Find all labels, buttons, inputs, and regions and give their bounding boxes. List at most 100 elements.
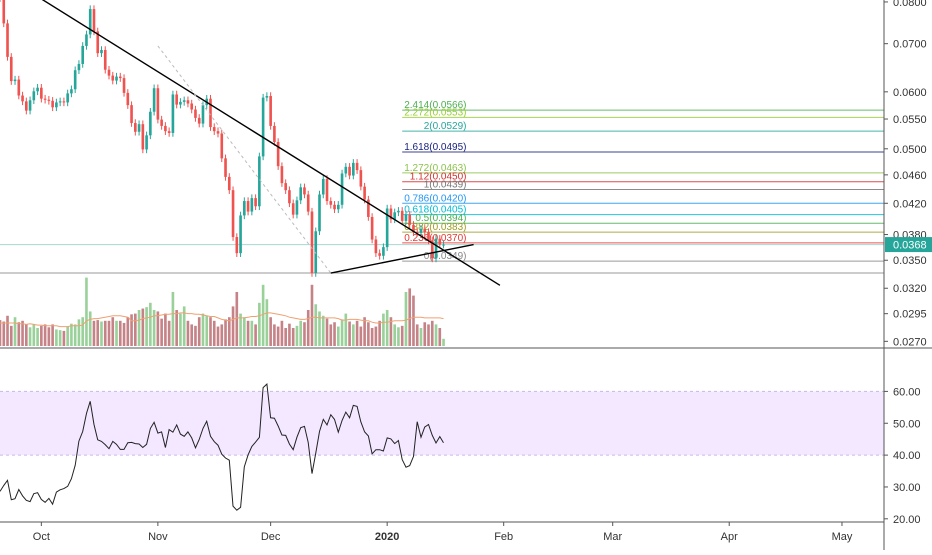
candle-body: [107, 69, 111, 76]
volume-bar: [194, 325, 197, 346]
fib-level-label: 2(0.0529): [424, 121, 467, 132]
volume-bar: [216, 326, 220, 346]
candle-body: [434, 238, 438, 259]
fib-level-label: 1.12(0.0450): [410, 172, 467, 183]
volume-bar: [438, 328, 442, 346]
volume-bar: [40, 325, 43, 346]
candle-body: [288, 190, 291, 204]
candle-body: [160, 119, 163, 126]
volume-bar: [13, 317, 17, 346]
last-price-label: 0.0368: [893, 240, 927, 252]
time-axis-tick-label: 2020: [375, 531, 399, 543]
candle-body: [250, 198, 254, 212]
price-axis-tick-label: 0.0420: [893, 198, 927, 210]
volume-bar: [88, 311, 92, 346]
volume-bar: [156, 311, 160, 346]
trendline[interactable]: [34, 0, 501, 286]
candle-body: [209, 98, 212, 128]
volume-bar: [81, 317, 85, 346]
volume-bar: [254, 324, 257, 346]
volume-bar: [179, 313, 182, 346]
trendlines[interactable]: [34, 0, 501, 286]
volume-bar: [220, 324, 224, 346]
volume-bar: [209, 317, 212, 346]
candle-body: [175, 94, 178, 105]
volume-bar: [258, 302, 261, 346]
volume-bar: [423, 322, 427, 346]
volume-bar: [21, 320, 24, 346]
volume-bar: [126, 317, 130, 346]
volume-bar: [28, 327, 32, 346]
candles: [0, 0, 445, 277]
fib-level-label: 1(0.0439): [424, 179, 467, 190]
trendline[interactable]: [330, 243, 474, 274]
volume-bar: [404, 292, 408, 346]
volume-bar: [73, 324, 77, 346]
volume-bar: [227, 317, 231, 346]
volume-bar: [336, 326, 340, 346]
volume-bar: [70, 323, 73, 346]
volume-bars: [0, 277, 445, 346]
volume-bar: [186, 320, 190, 346]
candle-body: [190, 103, 194, 110]
fib-level-label: 0.5(0.0394): [415, 213, 466, 224]
volume-bar: [231, 306, 235, 346]
volume-ma-path: [0, 312, 444, 328]
volume-bar: [329, 324, 333, 346]
volume-bar: [333, 322, 336, 346]
axes: 0.0800 0.0700 0.0600 0.0550 0.0500 0.0460 0.04…: [33, 0, 932, 543]
fib-extension-tool[interactable]: 2.414(0.0566)2.272(0.0553) 2(0.0529) 1.618…: [402, 100, 884, 262]
candle-body: [336, 204, 340, 210]
volume-bar: [250, 320, 254, 346]
volume-bar: [276, 326, 280, 346]
volume-bar: [412, 295, 415, 346]
time-axis-tick-label: Mar: [603, 531, 622, 543]
candle-body: [269, 96, 272, 126]
volume-bar: [374, 326, 378, 346]
candle-body: [227, 176, 231, 191]
volume-bar: [299, 320, 303, 346]
fib-level-label: 2.414(0.0566): [404, 100, 466, 111]
candle-body: [352, 162, 355, 176]
volume-bar: [85, 277, 88, 346]
candle-body: [333, 204, 336, 210]
candle-body: [318, 194, 321, 232]
candle-body: [55, 102, 58, 108]
candle-body: [164, 125, 167, 132]
volume-bar: [137, 310, 141, 346]
volume-bar: [318, 311, 321, 346]
horizontal-lines: [0, 244, 884, 274]
volume-bar: [92, 320, 96, 346]
candle-body: [141, 124, 145, 150]
time-axis-tick-label: Oct: [33, 531, 50, 543]
candle-body: [231, 190, 235, 238]
volume-bar: [303, 322, 306, 346]
volume-bar: [239, 313, 242, 346]
candle-body: [36, 87, 39, 92]
volume-bar: [355, 320, 359, 346]
volume-bar: [340, 319, 344, 346]
candle-body: [423, 228, 427, 233]
volume-ma-line: [0, 312, 444, 328]
rsi-axis-tick-label: 60.00: [893, 386, 921, 398]
volume-bar: [141, 308, 145, 346]
volume-bar: [415, 324, 419, 346]
price-axis-tick-label: 0.0295: [893, 309, 927, 321]
volume-bar: [235, 292, 239, 346]
candle-body: [355, 162, 359, 171]
candle-body: [201, 105, 205, 124]
volume-bar: [190, 324, 194, 346]
candle-body: [321, 178, 325, 195]
fib-level-label: 1.272(0.0463): [404, 163, 466, 174]
candle-body: [291, 203, 295, 215]
fib-level-label: 2.272(0.0553): [404, 107, 466, 118]
price-axis-tick-label: 0.0800: [893, 0, 927, 9]
fib-level-label: 1.618(0.0495): [404, 142, 466, 153]
price-axis-tick-label: 0.0270: [893, 336, 927, 348]
volume-bar: [224, 319, 227, 346]
candle-body: [348, 166, 351, 176]
candle-body: [374, 239, 378, 254]
volume-bar: [359, 326, 363, 346]
candle-body: [314, 231, 318, 274]
